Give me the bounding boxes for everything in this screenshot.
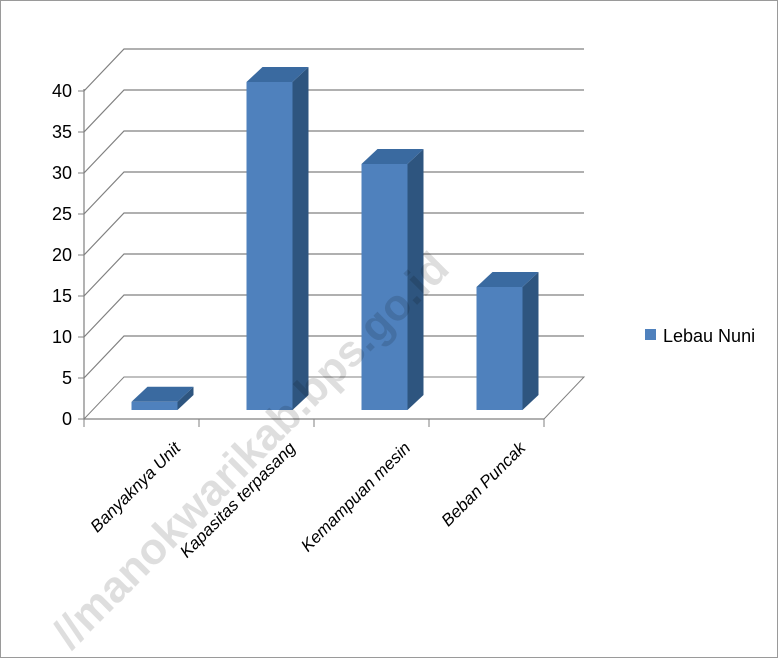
- gridline: [83, 48, 584, 92]
- bar-side: [177, 386, 194, 410]
- y-tick-label: 35: [52, 122, 72, 142]
- bar-side: [407, 149, 424, 410]
- legend: Lebau Nuni: [645, 326, 755, 346]
- gridlines: [83, 48, 584, 379]
- bar-front: [476, 287, 523, 410]
- bar-front: [131, 401, 178, 410]
- y-tick-label: 40: [52, 81, 72, 101]
- y-tick-label: 15: [52, 286, 72, 306]
- y-tick-label: 0: [62, 409, 72, 429]
- gridline: [83, 89, 584, 133]
- bar-top: [361, 149, 424, 164]
- bar-top: [476, 272, 539, 287]
- bars: [131, 67, 539, 410]
- bar-front: [361, 164, 408, 410]
- gridline: [83, 335, 584, 379]
- x-category-label: Kemampuan mesin: [297, 438, 414, 555]
- bar-banyaknya-unit: [131, 386, 194, 410]
- gridline: [83, 171, 584, 215]
- x-category-label: Beban Puncak: [438, 437, 531, 530]
- bar-front: [246, 82, 293, 410]
- bar-kapasitas-terpasang: [246, 67, 309, 410]
- gridline: [83, 212, 584, 256]
- y-tick-label: 20: [52, 245, 72, 265]
- bar-kemampuan-mesin: [361, 149, 424, 410]
- y-tick-label: 10: [52, 327, 72, 347]
- legend-label-lebau-nuni: Lebau Nuni: [663, 326, 755, 346]
- bar-top: [131, 386, 194, 402]
- y-tick-label: 25: [52, 204, 72, 224]
- bar-beban-puncak: [476, 272, 539, 410]
- gridline: [83, 294, 584, 338]
- bar-side: [522, 272, 539, 410]
- y-tick-labels: 0 5 10 15 20 25 30 35 40: [52, 81, 72, 429]
- bar-top: [246, 67, 309, 82]
- bar-side: [292, 67, 309, 410]
- gridline: [83, 130, 584, 174]
- y-tick-label: 30: [52, 163, 72, 183]
- axes: [78, 89, 545, 427]
- legend-swatch-lebau-nuni: [645, 329, 656, 340]
- gridline: [83, 253, 584, 297]
- y-tick-label: 5: [62, 368, 72, 388]
